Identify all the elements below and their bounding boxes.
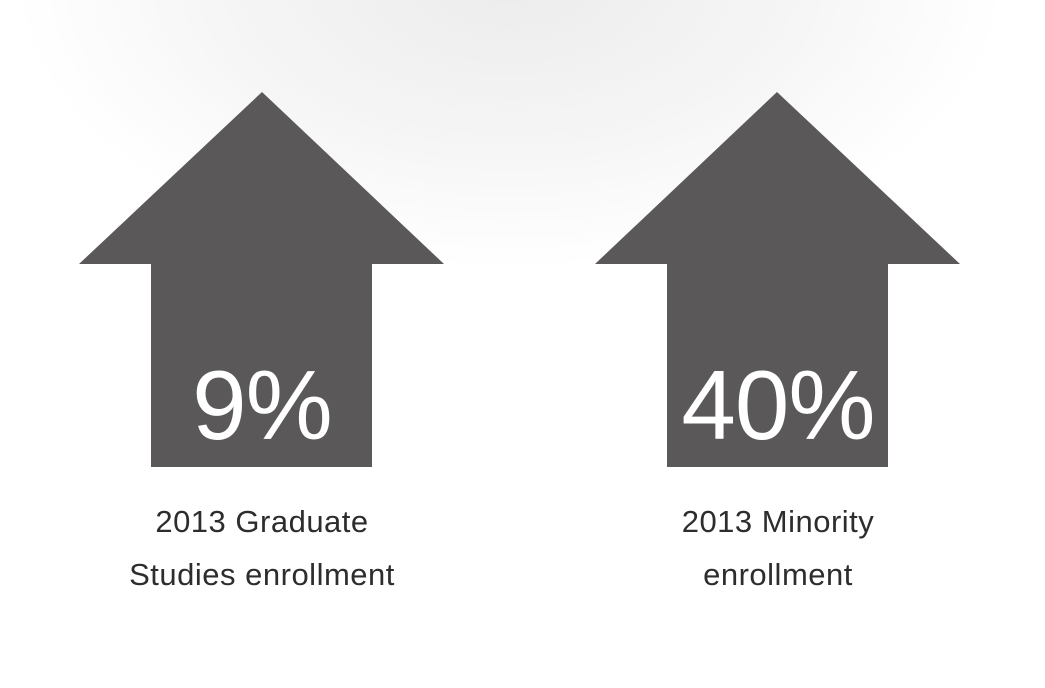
- stat-minority-enrollment: 40% 2013 Minority enrollment: [568, 0, 988, 688]
- stat-value: 40%: [681, 350, 875, 460]
- stat-label: 2013 Graduate Studies enrollment: [52, 495, 472, 601]
- stat-label-line: Studies enrollment: [129, 557, 395, 592]
- stat-label-line: 2013 Graduate: [155, 504, 369, 539]
- stat-label: 2013 Minority enrollment: [568, 495, 988, 601]
- stat-value: 9%: [192, 350, 333, 460]
- up-arrow-icon: [52, 0, 472, 470]
- up-arrow-icon: [568, 0, 988, 470]
- stat-graduate-enrollment: 9% 2013 Graduate Studies enrollment: [52, 0, 472, 688]
- stat-label-line: 2013 Minority: [681, 504, 875, 539]
- stat-label-line: enrollment: [703, 557, 853, 592]
